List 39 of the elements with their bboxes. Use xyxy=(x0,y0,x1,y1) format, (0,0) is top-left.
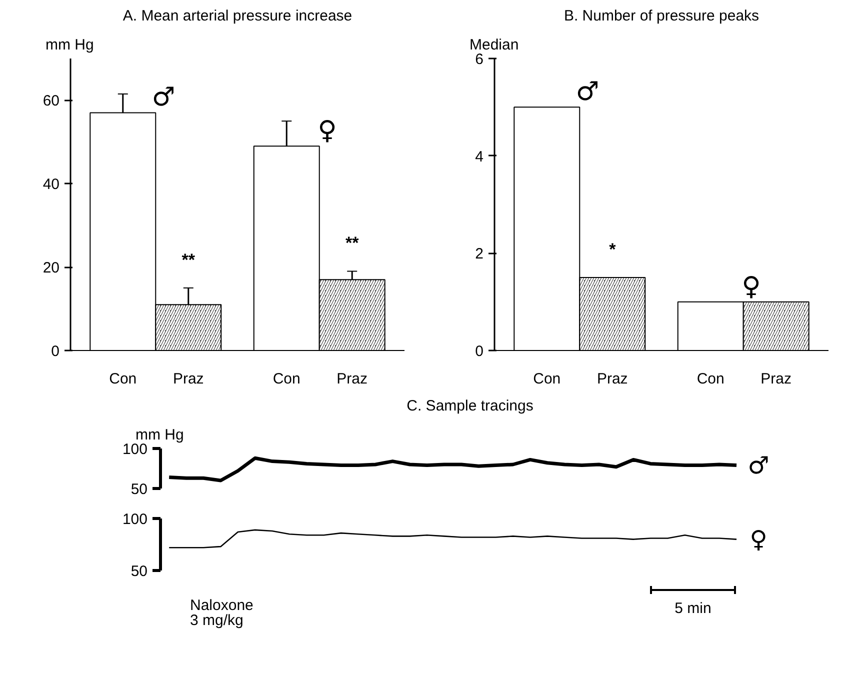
text: Naloxone 3 mg/kg xyxy=(190,597,254,629)
x-tick-label: Con xyxy=(272,370,300,388)
annotation: ♀ xyxy=(742,272,761,302)
x-tick-label: Praz xyxy=(596,370,628,388)
chart-title: C. Sample tracings xyxy=(406,398,534,414)
line-series xyxy=(168,529,738,548)
annotation: ** xyxy=(182,250,196,270)
y-tick-label: 6 xyxy=(475,51,484,68)
chart-title: B. Number of pressure peaks xyxy=(564,8,760,24)
x-tick-label: Praz xyxy=(760,370,792,388)
y-tick-label: 4 xyxy=(475,148,484,166)
annotation: * xyxy=(609,240,616,259)
y-tick-label: 2 xyxy=(475,246,484,263)
x-tick-label: Praz xyxy=(336,370,368,388)
y-tick-label: 50 xyxy=(130,481,148,498)
y-tick-label: 60 xyxy=(42,92,60,110)
annotation: ** xyxy=(345,234,360,253)
x-tick-label: Con xyxy=(109,370,137,388)
y-tick-label: 40 xyxy=(42,176,60,194)
line-series xyxy=(167,456,738,482)
chart-title: A. Mean arterial pressure increase xyxy=(122,8,352,24)
y-axis-title: Median xyxy=(470,36,519,54)
y-tick-label: 20 xyxy=(42,260,60,277)
text: ♂ xyxy=(748,451,770,480)
y-tick-label: 100 xyxy=(122,441,148,458)
x-tick-label: Con xyxy=(533,370,561,388)
text: ♀ xyxy=(750,525,768,554)
y-tick-label: 100 xyxy=(122,511,148,528)
annotation: ♂ xyxy=(576,77,600,108)
y-tick-label: 50 xyxy=(130,563,148,580)
y-tick-label: 0 xyxy=(475,343,484,360)
annotation: ♀ xyxy=(318,116,337,146)
y-tick-label: 0 xyxy=(51,343,60,360)
y-axis-title: mm Hg xyxy=(46,36,94,54)
annotation: ♂ xyxy=(152,82,176,113)
y-axis-title: mm Hg xyxy=(136,426,184,444)
x-tick-label: Con xyxy=(696,370,724,388)
text: 5 min xyxy=(674,599,712,619)
x-tick-label: Praz xyxy=(172,370,204,388)
